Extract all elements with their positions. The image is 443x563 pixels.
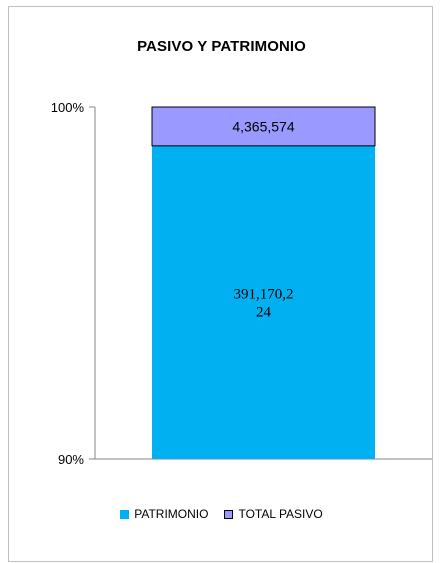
data-label-total-pasivo: 4,365,574 bbox=[232, 118, 294, 134]
bar-group: 391,170,2 24 4,365,574 bbox=[151, 106, 376, 459]
chart-title: PASIVO Y PATRIMONIO bbox=[137, 38, 306, 55]
y-tick-label-bottom: 90% bbox=[58, 452, 84, 467]
chart-legend: PATRIMONIO TOTAL PASIVO bbox=[0, 507, 443, 521]
bar-segment-patrimonio bbox=[152, 145, 375, 459]
legend-label-patrimonio: PATRIMONIO bbox=[134, 507, 209, 521]
bar-segment-total-pasivo bbox=[151, 106, 376, 147]
legend-label-total-pasivo: TOTAL PASIVO bbox=[238, 507, 323, 521]
data-label-patrimonio-line-1: 391,170,2 bbox=[234, 287, 294, 303]
legend-item-total-pasivo: TOTAL PASIVO bbox=[224, 507, 323, 521]
legend-swatch-patrimonio bbox=[120, 509, 130, 519]
legend-swatch-total-pasivo bbox=[224, 509, 234, 519]
y-tick-label-top: 100% bbox=[51, 100, 85, 115]
legend-item-patrimonio: PATRIMONIO bbox=[120, 507, 208, 521]
data-label-patrimonio-line-2: 24 bbox=[256, 305, 272, 321]
